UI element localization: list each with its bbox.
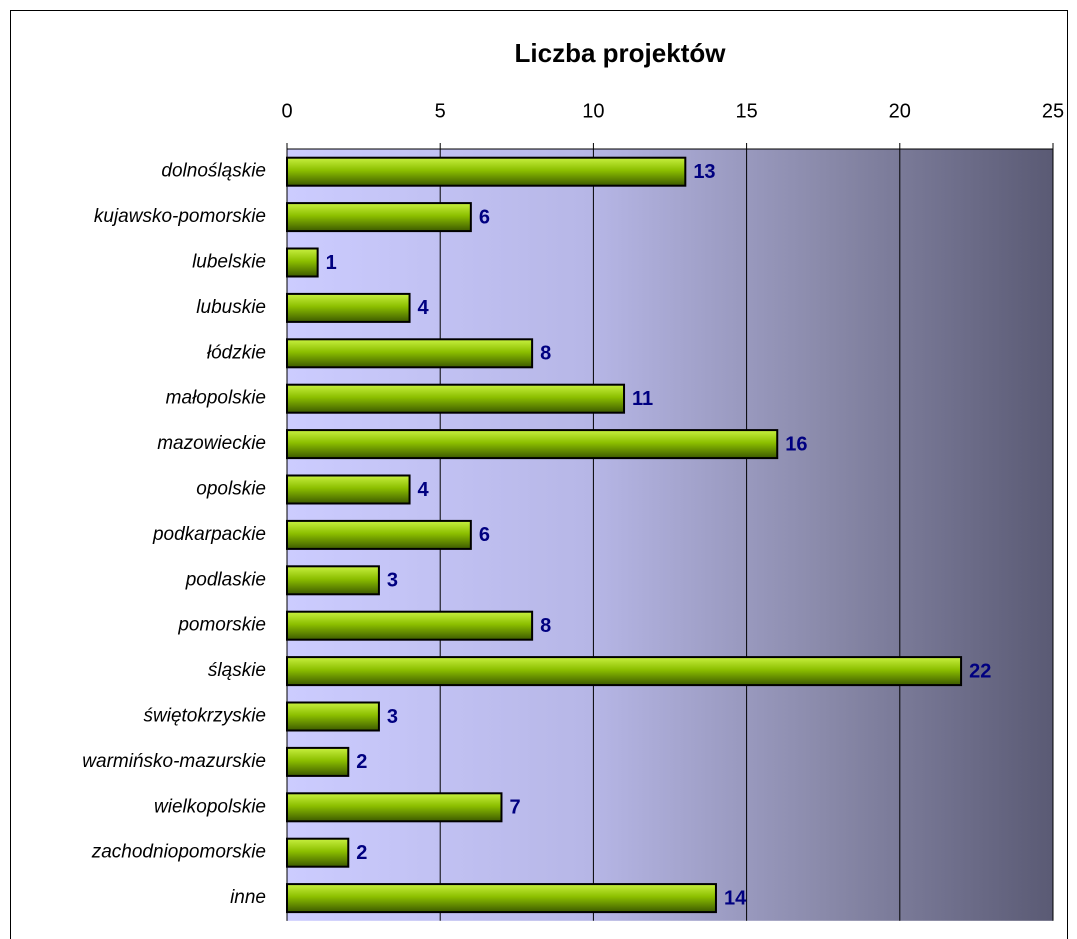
y-tick-label: śląskie	[208, 660, 266, 681]
x-tick-label: 15	[735, 100, 757, 122]
y-tick-label: zachodniopomorskie	[91, 842, 266, 863]
data-label: 3	[387, 570, 398, 592]
data-label: 6	[479, 206, 490, 228]
x-tick-label: 20	[889, 100, 911, 122]
data-label: 3	[387, 706, 398, 728]
bar	[286, 247, 319, 278]
chart-title: Liczba projektów	[515, 38, 727, 68]
y-tick-label: podkarpackie	[152, 524, 266, 545]
bar	[286, 610, 534, 641]
data-label: 13	[693, 161, 715, 183]
data-label: 8	[540, 615, 551, 637]
y-tick-label: kujawsko-pomorskie	[94, 206, 266, 227]
bar	[286, 156, 687, 187]
data-label: 2	[356, 842, 367, 864]
bar	[286, 746, 350, 777]
y-tick-label: mazowieckie	[157, 433, 266, 454]
y-tick-label: lubuskie	[196, 297, 266, 318]
y-tick-label: świętokrzyskie	[144, 706, 266, 727]
data-label: 16	[785, 433, 807, 455]
data-label: 7	[509, 797, 520, 819]
data-label: 4	[418, 479, 430, 501]
data-label: 1	[326, 252, 337, 274]
bar	[286, 338, 534, 369]
bar	[286, 519, 472, 550]
bar	[286, 429, 779, 460]
y-tick-label: dolnośląskie	[161, 161, 266, 182]
data-label: 2	[356, 751, 367, 773]
bar	[286, 656, 963, 687]
y-tick-label: podlaskie	[185, 569, 266, 590]
bar	[286, 792, 503, 823]
bar	[286, 383, 626, 414]
data-label: 4	[418, 297, 430, 319]
x-tick-label: 10	[582, 100, 604, 122]
data-label: 22	[969, 660, 991, 682]
y-tick-label: łódzkie	[207, 342, 266, 363]
bar	[286, 202, 472, 233]
bar	[286, 474, 411, 505]
x-tick-label: 5	[435, 100, 446, 122]
bar	[286, 837, 350, 868]
y-tick-label: małopolskie	[166, 388, 266, 409]
x-tick-label: 25	[1042, 100, 1064, 122]
x-tick-label: 0	[281, 100, 292, 122]
y-tick-label: warmińsko-mazurskie	[82, 751, 266, 772]
bar	[286, 701, 380, 732]
y-tick-label: inne	[230, 887, 266, 908]
data-label: 14	[724, 887, 747, 909]
bar	[286, 883, 717, 914]
bar	[286, 565, 380, 596]
y-tick-label: opolskie	[196, 479, 266, 500]
y-tick-label: lubelskie	[192, 252, 266, 273]
data-label: 8	[540, 343, 551, 365]
y-tick-label: wielkopolskie	[154, 796, 266, 817]
data-label: 6	[479, 524, 490, 546]
y-tick-label: pomorskie	[177, 615, 266, 636]
data-label: 11	[632, 388, 653, 410]
bar	[286, 292, 411, 323]
